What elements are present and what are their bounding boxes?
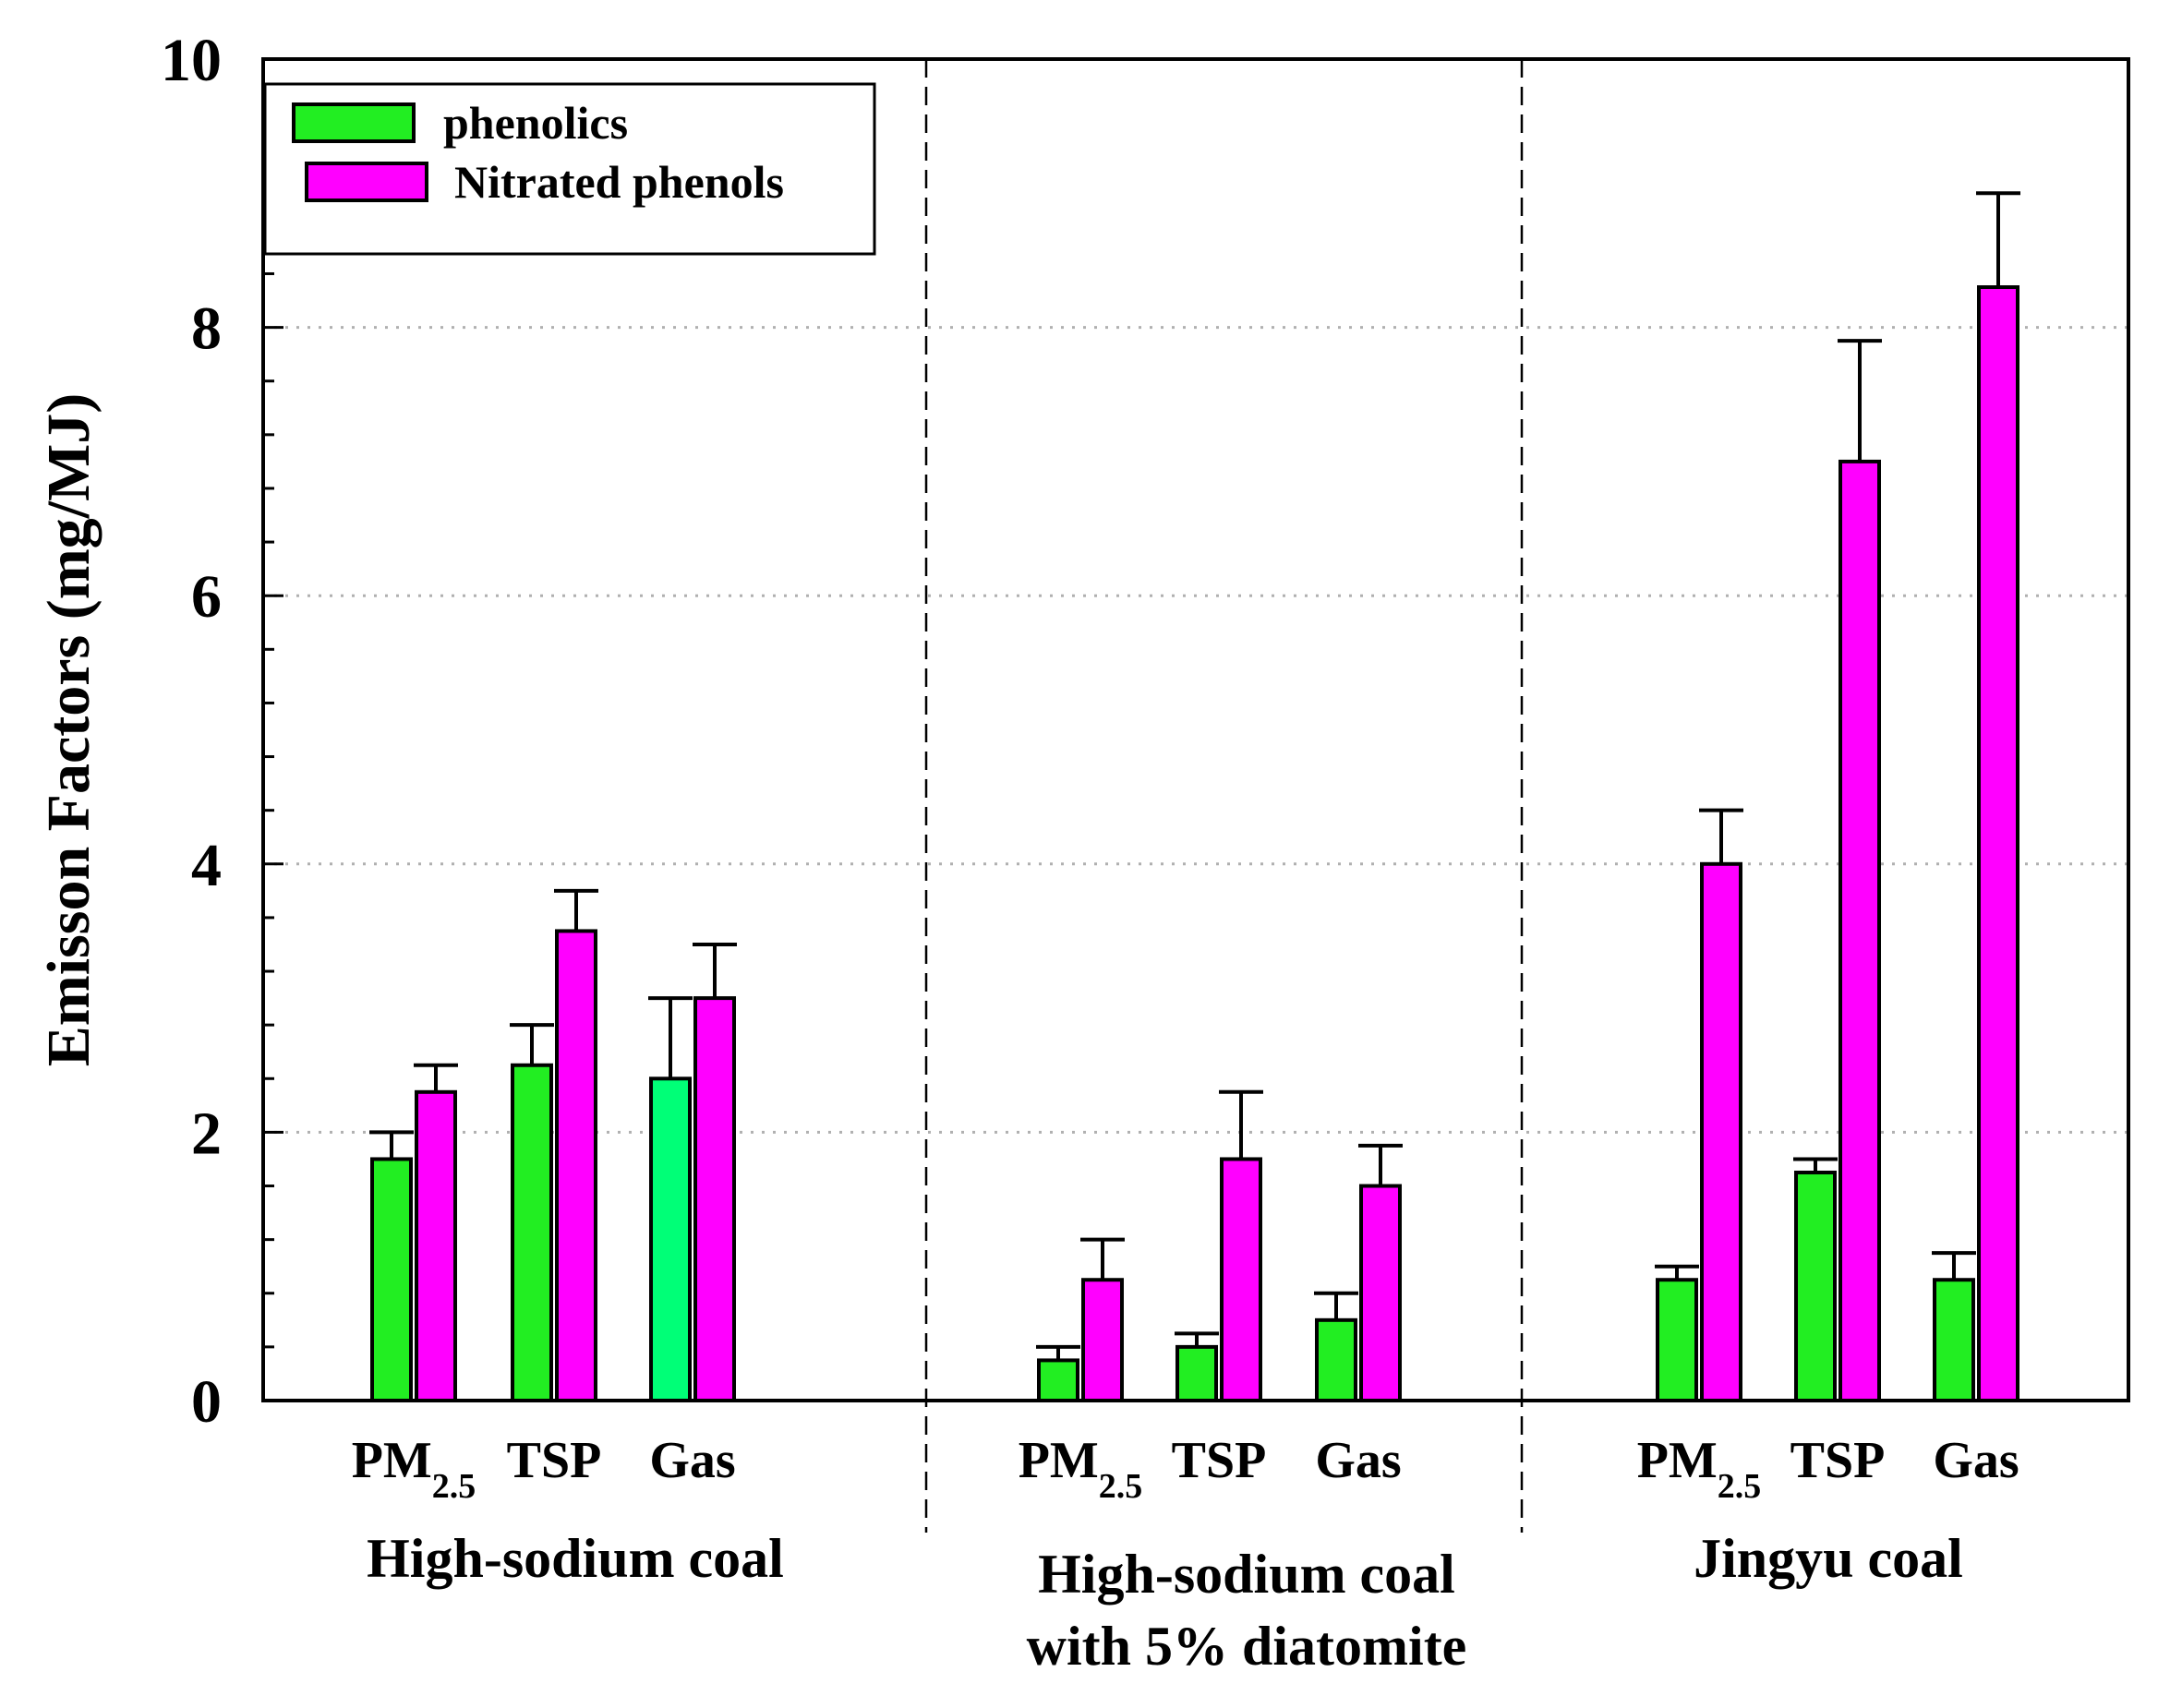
nitrated-phenols-bar — [1359, 1184, 1402, 1403]
category-label: Gas — [649, 1432, 735, 1489]
category-label-subscript: 2.5 — [1718, 1467, 1762, 1506]
nitrated-phenols-bar — [1220, 1157, 1262, 1402]
category-label-main: TSP — [1172, 1432, 1267, 1489]
category-label: TSP — [507, 1432, 602, 1489]
category-label-main: PM — [1637, 1432, 1718, 1489]
y-tick-label: 8 — [191, 295, 222, 363]
plot-frame — [261, 57, 2130, 1402]
nitrated-phenols-bar — [415, 1089, 457, 1403]
y-tick-label: 10 — [161, 27, 222, 94]
phenolics-bar — [511, 1063, 553, 1402]
phenolics-bar — [1794, 1170, 1837, 1402]
category-label: PM2.5 — [1019, 1432, 1143, 1506]
category-label-subscript: 2.5 — [1099, 1467, 1143, 1506]
phenolics-bar — [1037, 1358, 1079, 1403]
legend-label-phenolics: phenolics — [443, 97, 628, 149]
category-label: Gas — [1315, 1432, 1401, 1489]
legend-swatch-phenolics — [292, 102, 416, 143]
nitrated-phenols-bar — [1839, 459, 1881, 1402]
category-label-main: Gas — [1315, 1432, 1401, 1489]
phenolics-bar — [1175, 1344, 1218, 1403]
nitrated-phenols-bar — [1081, 1278, 1124, 1402]
group-label: Jingyu coal — [1694, 1528, 1963, 1589]
phenolics-bar — [649, 1077, 692, 1403]
y-tick-label: 0 — [191, 1368, 222, 1436]
legend-label-nitrated-phenols: Nitrated phenols — [454, 156, 784, 208]
y-axis-title: Emisson Factors (mg/MJ) — [35, 393, 102, 1067]
phenolics-bar — [1315, 1317, 1357, 1402]
y-tick-label: 6 — [191, 563, 222, 631]
nitrated-phenols-bar — [693, 996, 736, 1402]
legend-swatch-nitrated-phenols — [305, 162, 428, 202]
nitrated-phenols-bar — [1700, 861, 1742, 1402]
phenolics-bar — [1656, 1278, 1698, 1402]
nitrated-phenols-bar — [555, 929, 597, 1402]
category-label: TSP — [1172, 1432, 1267, 1489]
phenolics-bar — [1933, 1278, 1975, 1402]
group-label: with 5% diatomite — [1027, 1616, 1467, 1677]
nitrated-phenols-bar — [1977, 285, 2019, 1402]
category-label-main: TSP — [1790, 1432, 1886, 1489]
y-tick-label: 2 — [191, 1100, 222, 1167]
category-label-main: PM — [352, 1432, 432, 1489]
category-label: Gas — [1933, 1432, 2019, 1489]
phenolics-bar — [370, 1157, 413, 1402]
category-label-main: Gas — [1933, 1432, 2019, 1489]
category-label-main: PM — [1019, 1432, 1099, 1489]
category-label: PM2.5 — [1637, 1432, 1762, 1506]
category-label: TSP — [1790, 1432, 1886, 1489]
category-label-subscript: 2.5 — [432, 1467, 476, 1506]
category-label-main: Gas — [649, 1432, 735, 1489]
category-label: PM2.5 — [352, 1432, 476, 1506]
group-label: High-sodium coal — [1038, 1544, 1455, 1605]
category-label-main: TSP — [507, 1432, 602, 1489]
y-tick-label: 4 — [191, 832, 222, 899]
group-label: High-sodium coal — [367, 1528, 784, 1589]
